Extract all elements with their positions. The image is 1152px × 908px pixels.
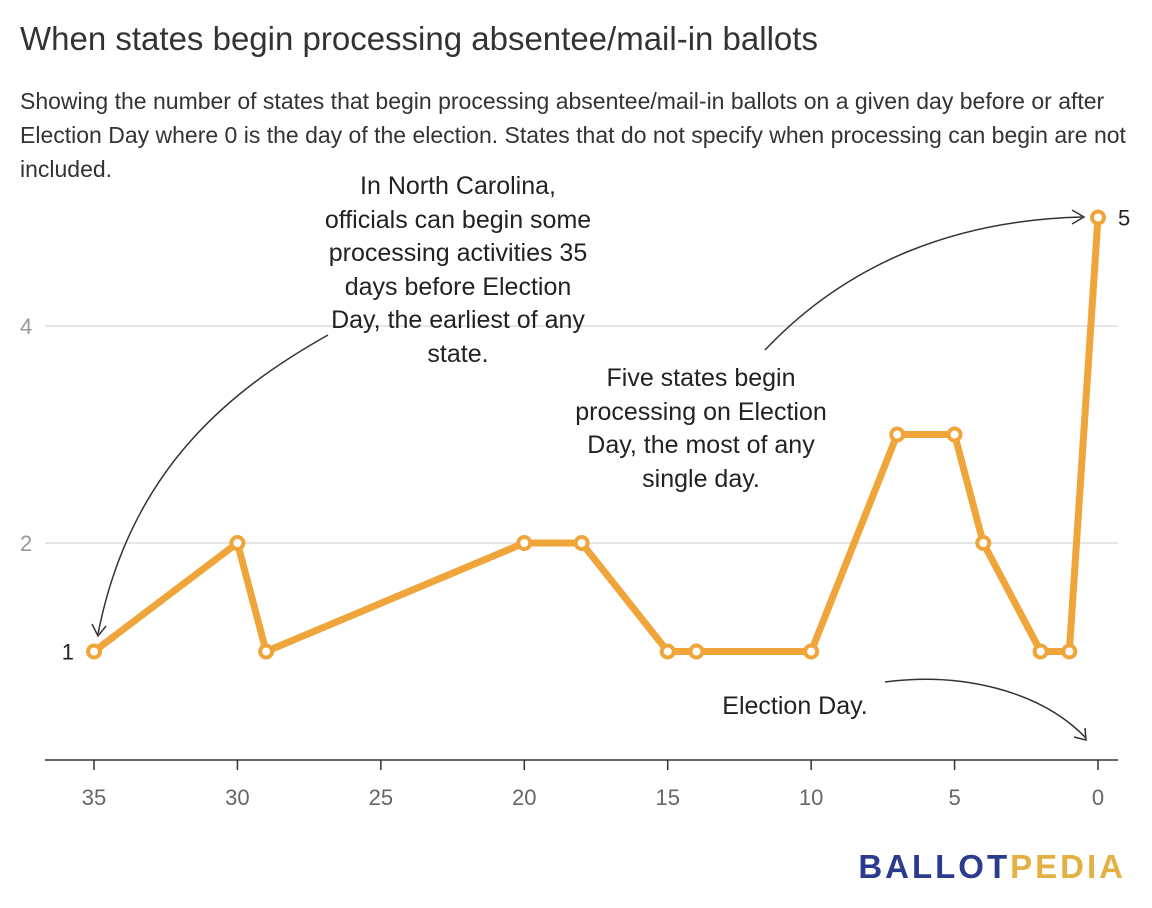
arrow-north-carolina-head [91, 623, 107, 638]
y-tick-labels: 24 [20, 314, 32, 556]
ballotpedia-logo: BALLOTPEDIA [858, 848, 1126, 886]
x-tick-label-30: 30 [225, 785, 249, 810]
arrow-five-states-head [1071, 209, 1086, 225]
data-point [803, 643, 820, 660]
x-tick-label-10: 10 [799, 785, 823, 810]
data-point [86, 643, 102, 660]
data-point [1061, 643, 1078, 660]
arrow-election-day [884, 678, 1087, 739]
data-point [889, 426, 906, 443]
data-point [516, 535, 533, 551]
arrow-five-states [764, 216, 1083, 351]
x-tick-label-5: 5 [948, 785, 960, 810]
x-tick-label-25: 25 [369, 785, 393, 810]
arrow-north-carolina [97, 334, 329, 635]
annotation-north-carolina: In North Carolina, officials can begin s… [324, 172, 592, 368]
data-point [946, 426, 963, 443]
data-point [1032, 643, 1049, 660]
x-tick-label-20: 20 [512, 785, 536, 810]
data-point [659, 643, 676, 660]
annotation-five-states: Five states begin processing on Election… [575, 364, 827, 493]
data-point [1090, 209, 1106, 226]
point-label-5: 5 [1118, 206, 1130, 231]
x-axis-ticks: 35 30 25 20 15 10 5 0 [82, 760, 1104, 810]
point-label-1: 1 [62, 640, 74, 665]
data-point [573, 535, 590, 551]
annotation-arrows [91, 209, 1087, 741]
data-point [975, 535, 992, 551]
logo-part-pedia: PEDIA [1010, 848, 1126, 885]
x-tick-label-15: 15 [655, 785, 679, 810]
arrow-election-day-head [1073, 727, 1087, 741]
chart-subtitle: Showing the number of states that begin … [20, 88, 1126, 182]
annotation-election-day: Election Day. [722, 692, 868, 720]
data-point [229, 535, 246, 551]
y-tick-label-4: 4 [20, 314, 32, 339]
point-labels: 15 [62, 206, 1131, 665]
x-tick-label-0: 0 [1092, 785, 1104, 810]
series-line [90, 214, 1102, 655]
y-tick-label-2: 2 [20, 531, 32, 556]
logo-part-ballot: BALLOT [858, 848, 1011, 885]
x-tick-label-35: 35 [82, 785, 106, 810]
data-points [86, 209, 1106, 660]
data-point [688, 643, 705, 660]
chart-title: When states begin processing absentee/ma… [20, 20, 818, 57]
data-point [258, 643, 275, 660]
